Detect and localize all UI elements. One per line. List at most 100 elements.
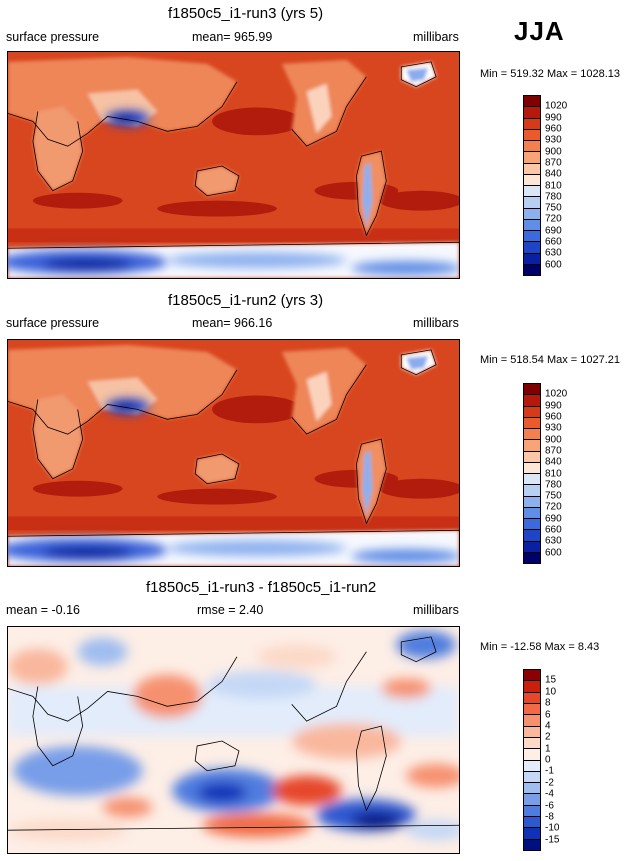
colorbar-tick-label: 720	[545, 213, 562, 225]
colorbar-tick-label: 1020	[545, 100, 568, 112]
colorbar-tick-label: 810	[545, 180, 562, 191]
colorbar-swatch	[524, 231, 540, 243]
colorbar-swatch	[524, 715, 540, 727]
colorbar-swatch	[524, 507, 540, 519]
colorbar-swatch	[524, 406, 540, 418]
colorbar-tick-label: 8	[545, 697, 551, 709]
colorbar-tick-label: 1	[545, 743, 551, 755]
colorbar-tick-label: 4	[545, 720, 551, 732]
colorbar-tick-label: 840	[545, 456, 562, 468]
colorbar-swatch	[524, 485, 540, 497]
colorbar-swatch	[524, 174, 540, 186]
panel-3-mean-label: mean = -0.16	[6, 603, 81, 617]
colorbar-swatch	[524, 129, 540, 141]
colorbar-swatch	[524, 141, 540, 153]
colorbar-tick-label: 660	[545, 524, 562, 536]
colorbar-tick-label: 930	[545, 422, 562, 434]
colorbar-tick-label: 990	[545, 400, 562, 412]
colorbar-tick-label: 630	[545, 535, 562, 547]
panel-3-rmse-label: rmse = 2.40	[197, 603, 264, 617]
colorbar-swatch	[524, 96, 540, 108]
panel-3-units-label: millibars	[413, 603, 459, 617]
colorbar-swatch	[524, 253, 540, 265]
panel-2-title: f1850c5_i1-run2 (yrs 3)	[168, 292, 324, 309]
colorbar-swatch	[524, 219, 540, 231]
colorbar-swatch	[524, 817, 540, 829]
panel-1-minmax: Min = 519.32 Max = 1028.13	[480, 68, 621, 80]
colorbar-swatch	[524, 462, 540, 474]
colorbar-swatch	[524, 118, 540, 130]
colorbar-swatch	[524, 152, 540, 164]
colorbar-tick-label: -4	[545, 788, 554, 800]
colorbar-tick-label: 990	[545, 112, 562, 124]
colorbar-swatch	[524, 451, 540, 463]
colorbar-swatch	[524, 440, 540, 452]
colorbar-tick-label: 780	[545, 191, 562, 203]
colorbar-tick-label: 15	[545, 674, 557, 686]
colorbar-tick-label: 6	[545, 709, 551, 720]
colorbar-swatch	[524, 783, 540, 795]
colorbar-swatch	[524, 771, 540, 784]
colorbar-tick-label: 900	[545, 434, 562, 446]
panel-1-mean-label: mean= 965.99	[192, 30, 273, 44]
colorbar-swatch	[524, 805, 540, 818]
colorbar-swatch	[524, 384, 540, 396]
colorbar-swatch	[524, 839, 540, 850]
panel-1-units-label: millibars	[413, 30, 459, 44]
panel-2-units-label: millibars	[413, 316, 459, 330]
colorbar-swatch	[524, 692, 540, 704]
colorbar-tick-label: 750	[545, 490, 562, 502]
panel-2-minmax: Min = 518.54 Max = 1027.21	[480, 354, 621, 366]
colorbar-swatch	[524, 208, 540, 220]
colorbar-tick-label: -2	[545, 777, 554, 789]
colorbar-tick-label: 660	[545, 236, 562, 248]
colorbar-swatch	[524, 681, 540, 693]
panel-3-map	[7, 626, 460, 854]
panel-1-title: f1850c5_i1-run3 (yrs 5)	[168, 5, 324, 22]
colorbar-swatch	[524, 726, 540, 738]
colorbar-tick-label: -8	[545, 811, 554, 823]
colorbar-swatch	[524, 552, 540, 563]
colorbar-tick-label: 600	[545, 547, 562, 559]
colorbar-swatch	[524, 264, 540, 275]
colorbar-swatch	[524, 429, 540, 441]
colorbar-tick-label: 780	[545, 479, 562, 491]
colorbar-swatch	[524, 519, 540, 531]
colorbar-swatch	[524, 163, 540, 175]
panel-2-mean-label: mean= 966.16	[192, 316, 273, 330]
panel-3-minmax: Min = -12.58 Max = 8.43	[480, 641, 600, 653]
colorbar-tick-label: 690	[545, 513, 562, 525]
colorbar-swatch	[524, 530, 540, 542]
colorbar-swatch	[524, 474, 540, 486]
colorbar-tick-label: 960	[545, 411, 562, 423]
colorbar-swatch	[524, 395, 540, 407]
colorbar-tick-label: 900	[545, 146, 562, 158]
panel-1-variable-label: surface pressure	[6, 30, 100, 44]
colorbar-tick-label: -10	[545, 822, 560, 834]
panel-1-colorbar	[523, 95, 541, 276]
colorbar-swatch	[524, 107, 540, 119]
panel-2-variable-label: surface pressure	[6, 316, 100, 330]
colorbar-swatch	[524, 197, 540, 209]
colorbar-swatch	[524, 703, 540, 716]
colorbar-swatch	[524, 794, 540, 806]
panel-1-map	[7, 51, 460, 279]
colorbar-tick-label: 810	[545, 468, 562, 479]
colorbar-tick-label: 930	[545, 134, 562, 146]
colorbar-tick-label: 2	[545, 731, 551, 743]
colorbar-tick-label: 870	[545, 445, 562, 457]
panel-3-title: f1850c5_i1-run3 - f1850c5_i1-run2	[146, 579, 377, 596]
colorbar-tick-label: -1	[545, 765, 554, 777]
colorbar-swatch	[524, 670, 540, 682]
colorbar-tick-label: -6	[545, 800, 554, 811]
colorbar-swatch	[524, 541, 540, 553]
panel-2-map	[7, 339, 460, 567]
colorbar-tick-label: 720	[545, 501, 562, 513]
colorbar-swatch	[524, 749, 540, 761]
colorbar-tick-label: 870	[545, 157, 562, 169]
colorbar-tick-label: 960	[545, 123, 562, 135]
panel-2-colorbar	[523, 383, 541, 564]
panel-3-colorbar	[523, 669, 541, 851]
colorbar-swatch	[524, 417, 540, 429]
colorbar-tick-label: 840	[545, 168, 562, 180]
